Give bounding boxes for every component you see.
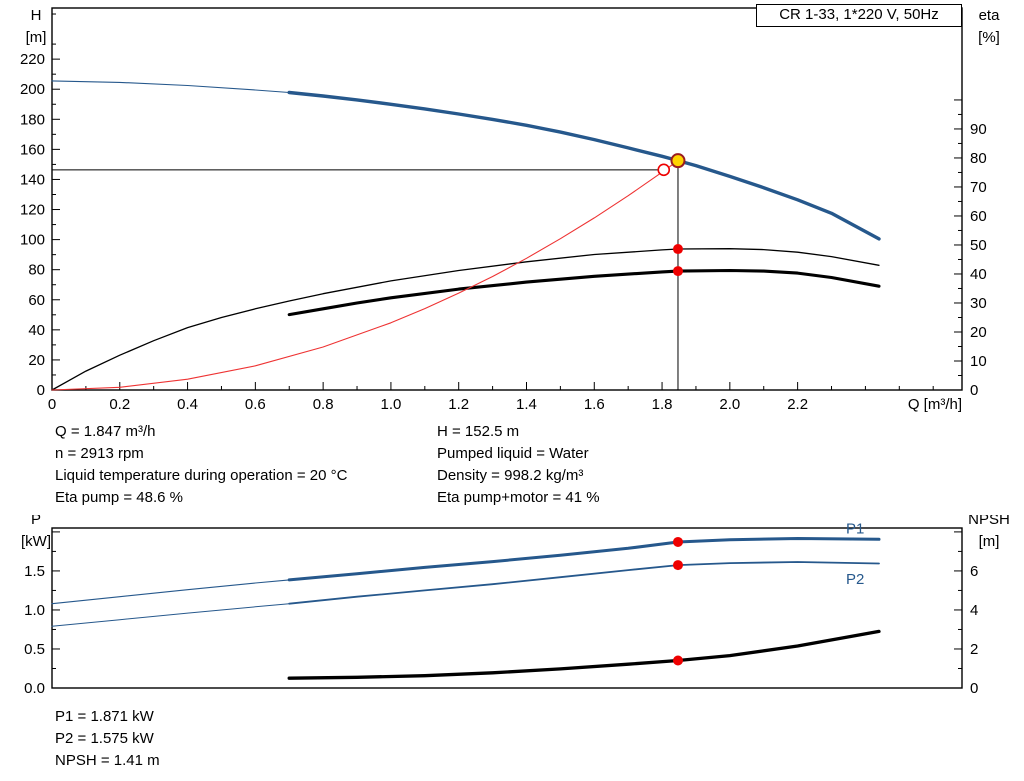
axis-unit-label: [m]	[979, 533, 1000, 550]
power-npsh-chart: 0.0 0.5 1.0 1.5 P [kW] 0 2 4 6 NPSH [m] P1 P2	[21, 515, 1010, 697]
annotation-p2: P2 = 1.575 kW	[55, 730, 154, 747]
p1-curve-thin	[51, 579, 290, 605]
y-tick-label: 20	[28, 352, 45, 369]
axis-unit-label: NPSH	[968, 515, 1010, 528]
axis-unit-label: H	[31, 7, 42, 24]
plot-border	[51, 527, 963, 689]
hq-curve-thin	[51, 80, 290, 94]
y-tick-label: 0.5	[24, 641, 45, 658]
axis-unit-label: P	[31, 515, 41, 528]
y-tick-label: 60	[28, 292, 45, 309]
axis-unit-label: [m]	[26, 29, 47, 46]
annotation-liquid-temperature: Liquid temperature during operation = 20…	[55, 467, 348, 484]
y-tick-label: 160	[20, 141, 45, 158]
x-tick-label: 0.8	[313, 396, 334, 413]
x-tick-label: 1.2	[448, 396, 469, 413]
y-tick-label: 0.0	[24, 680, 45, 697]
system-parabola	[51, 160, 679, 391]
operating-data-column-2: H = 152.5 m Pumped liquid = Water Densit…	[437, 421, 600, 509]
y-tick-label: 200	[20, 81, 45, 98]
x-tick-label: 1.4	[516, 396, 537, 413]
annotation-npsh: NPSH = 1.41 m	[55, 752, 160, 769]
x-tick-label: 1.6	[584, 396, 605, 413]
y-tick-label: 140	[20, 171, 45, 188]
y-tick-label: 1.5	[24, 563, 45, 580]
p2-curve	[288, 561, 880, 605]
requested-duty-marker	[657, 163, 671, 177]
pump-model-label: CR 1-33, 1*220 V, 50Hz	[779, 6, 939, 23]
duty-point-marker	[670, 153, 686, 169]
y-tick-label: 180	[20, 111, 45, 128]
pump-model-box: CR 1-33, 1*220 V, 50Hz	[756, 4, 962, 27]
eta-pump-motor-curve	[287, 268, 881, 317]
hq-eta-chart: 0 0.2 0.4 0.6 0.8 1.0 1.2 1.4 1.6 1.8 2.0 2.2 0 20 40 6…	[20, 7, 1001, 413]
x-tick-label: 1.0	[380, 396, 401, 413]
y-tick-label: 0	[970, 680, 978, 697]
y-tick-label: 100	[20, 232, 45, 249]
x-tick-label: 0.2	[109, 396, 130, 413]
y-tick-label: 50	[970, 237, 987, 254]
y-tick-label: 6	[970, 563, 978, 580]
annotation-eta-pump: Eta pump = 48.6 %	[55, 489, 183, 506]
y-tick-label: 0	[970, 382, 978, 399]
p2-series-label: P2	[846, 571, 864, 588]
eta-pump-curve	[51, 248, 880, 391]
y-tick-label: 120	[20, 202, 45, 219]
p1-curve	[287, 537, 881, 582]
y-tick-label: 220	[20, 51, 45, 68]
y-tick-label: 60	[970, 208, 987, 225]
p2-curve-thin	[51, 603, 290, 627]
y-tick-label: 10	[970, 353, 987, 370]
annotation-head: H = 152.5 m	[437, 423, 520, 440]
axis-unit-label: [kW]	[21, 533, 51, 550]
eta-pump-motor-marker	[672, 266, 683, 277]
y-tick-label: 30	[970, 295, 987, 312]
annotation-p1: P1 = 1.871 kW	[55, 708, 154, 725]
power-npsh-values: P1 = 1.871 kW P2 = 1.575 kW NPSH = 1.41 …	[55, 706, 160, 772]
annotation-speed: n = 2913 rpm	[55, 445, 144, 462]
npsh-curve	[287, 629, 881, 680]
x-tick-label: 0.4	[177, 396, 198, 413]
x-tick-label: 0	[48, 396, 56, 413]
annotation-density: Density = 998.2 kg/m³	[437, 467, 584, 484]
y-tick-label: 40	[28, 322, 45, 339]
annotation-eta-pump-motor: Eta pump+motor = 41 %	[437, 489, 600, 506]
hq-curve	[287, 90, 881, 241]
p2-marker	[672, 560, 683, 571]
y-tick-label: 40	[970, 266, 987, 283]
annotation-pumped-liquid: Pumped liquid = Water	[437, 445, 589, 462]
operating-data-column-1: Q = 1.847 m³/h n = 2913 rpm Liquid tempe…	[55, 421, 347, 509]
p1-series-label: P1	[846, 520, 864, 537]
y-tick-label: 70	[970, 179, 987, 196]
npsh-marker	[672, 655, 683, 666]
y-tick-label: 0	[37, 382, 45, 399]
p1-marker	[672, 536, 683, 547]
y-tick-label: 80	[28, 262, 45, 279]
y-tick-label: 2	[970, 641, 978, 658]
y-tick-label: 20	[970, 324, 987, 341]
eta-pump-marker	[672, 244, 683, 255]
x-tick-label: 1.8	[652, 396, 673, 413]
x-axis-label: Q [m³/h]	[908, 396, 962, 413]
axis-unit-label: [%]	[978, 29, 1000, 46]
y-tick-label: 1.0	[24, 602, 45, 619]
plot-border	[51, 7, 963, 391]
x-tick-label: 0.6	[245, 396, 266, 413]
x-tick-label: 2.0	[719, 396, 740, 413]
axis-unit-label: eta	[979, 7, 1001, 24]
y-tick-label: 80	[970, 150, 987, 167]
x-tick-label: 2.2	[787, 396, 808, 413]
y-tick-label: 4	[970, 602, 978, 619]
annotation-flow: Q = 1.847 m³/h	[55, 423, 156, 440]
y-tick-label: 90	[970, 121, 987, 138]
